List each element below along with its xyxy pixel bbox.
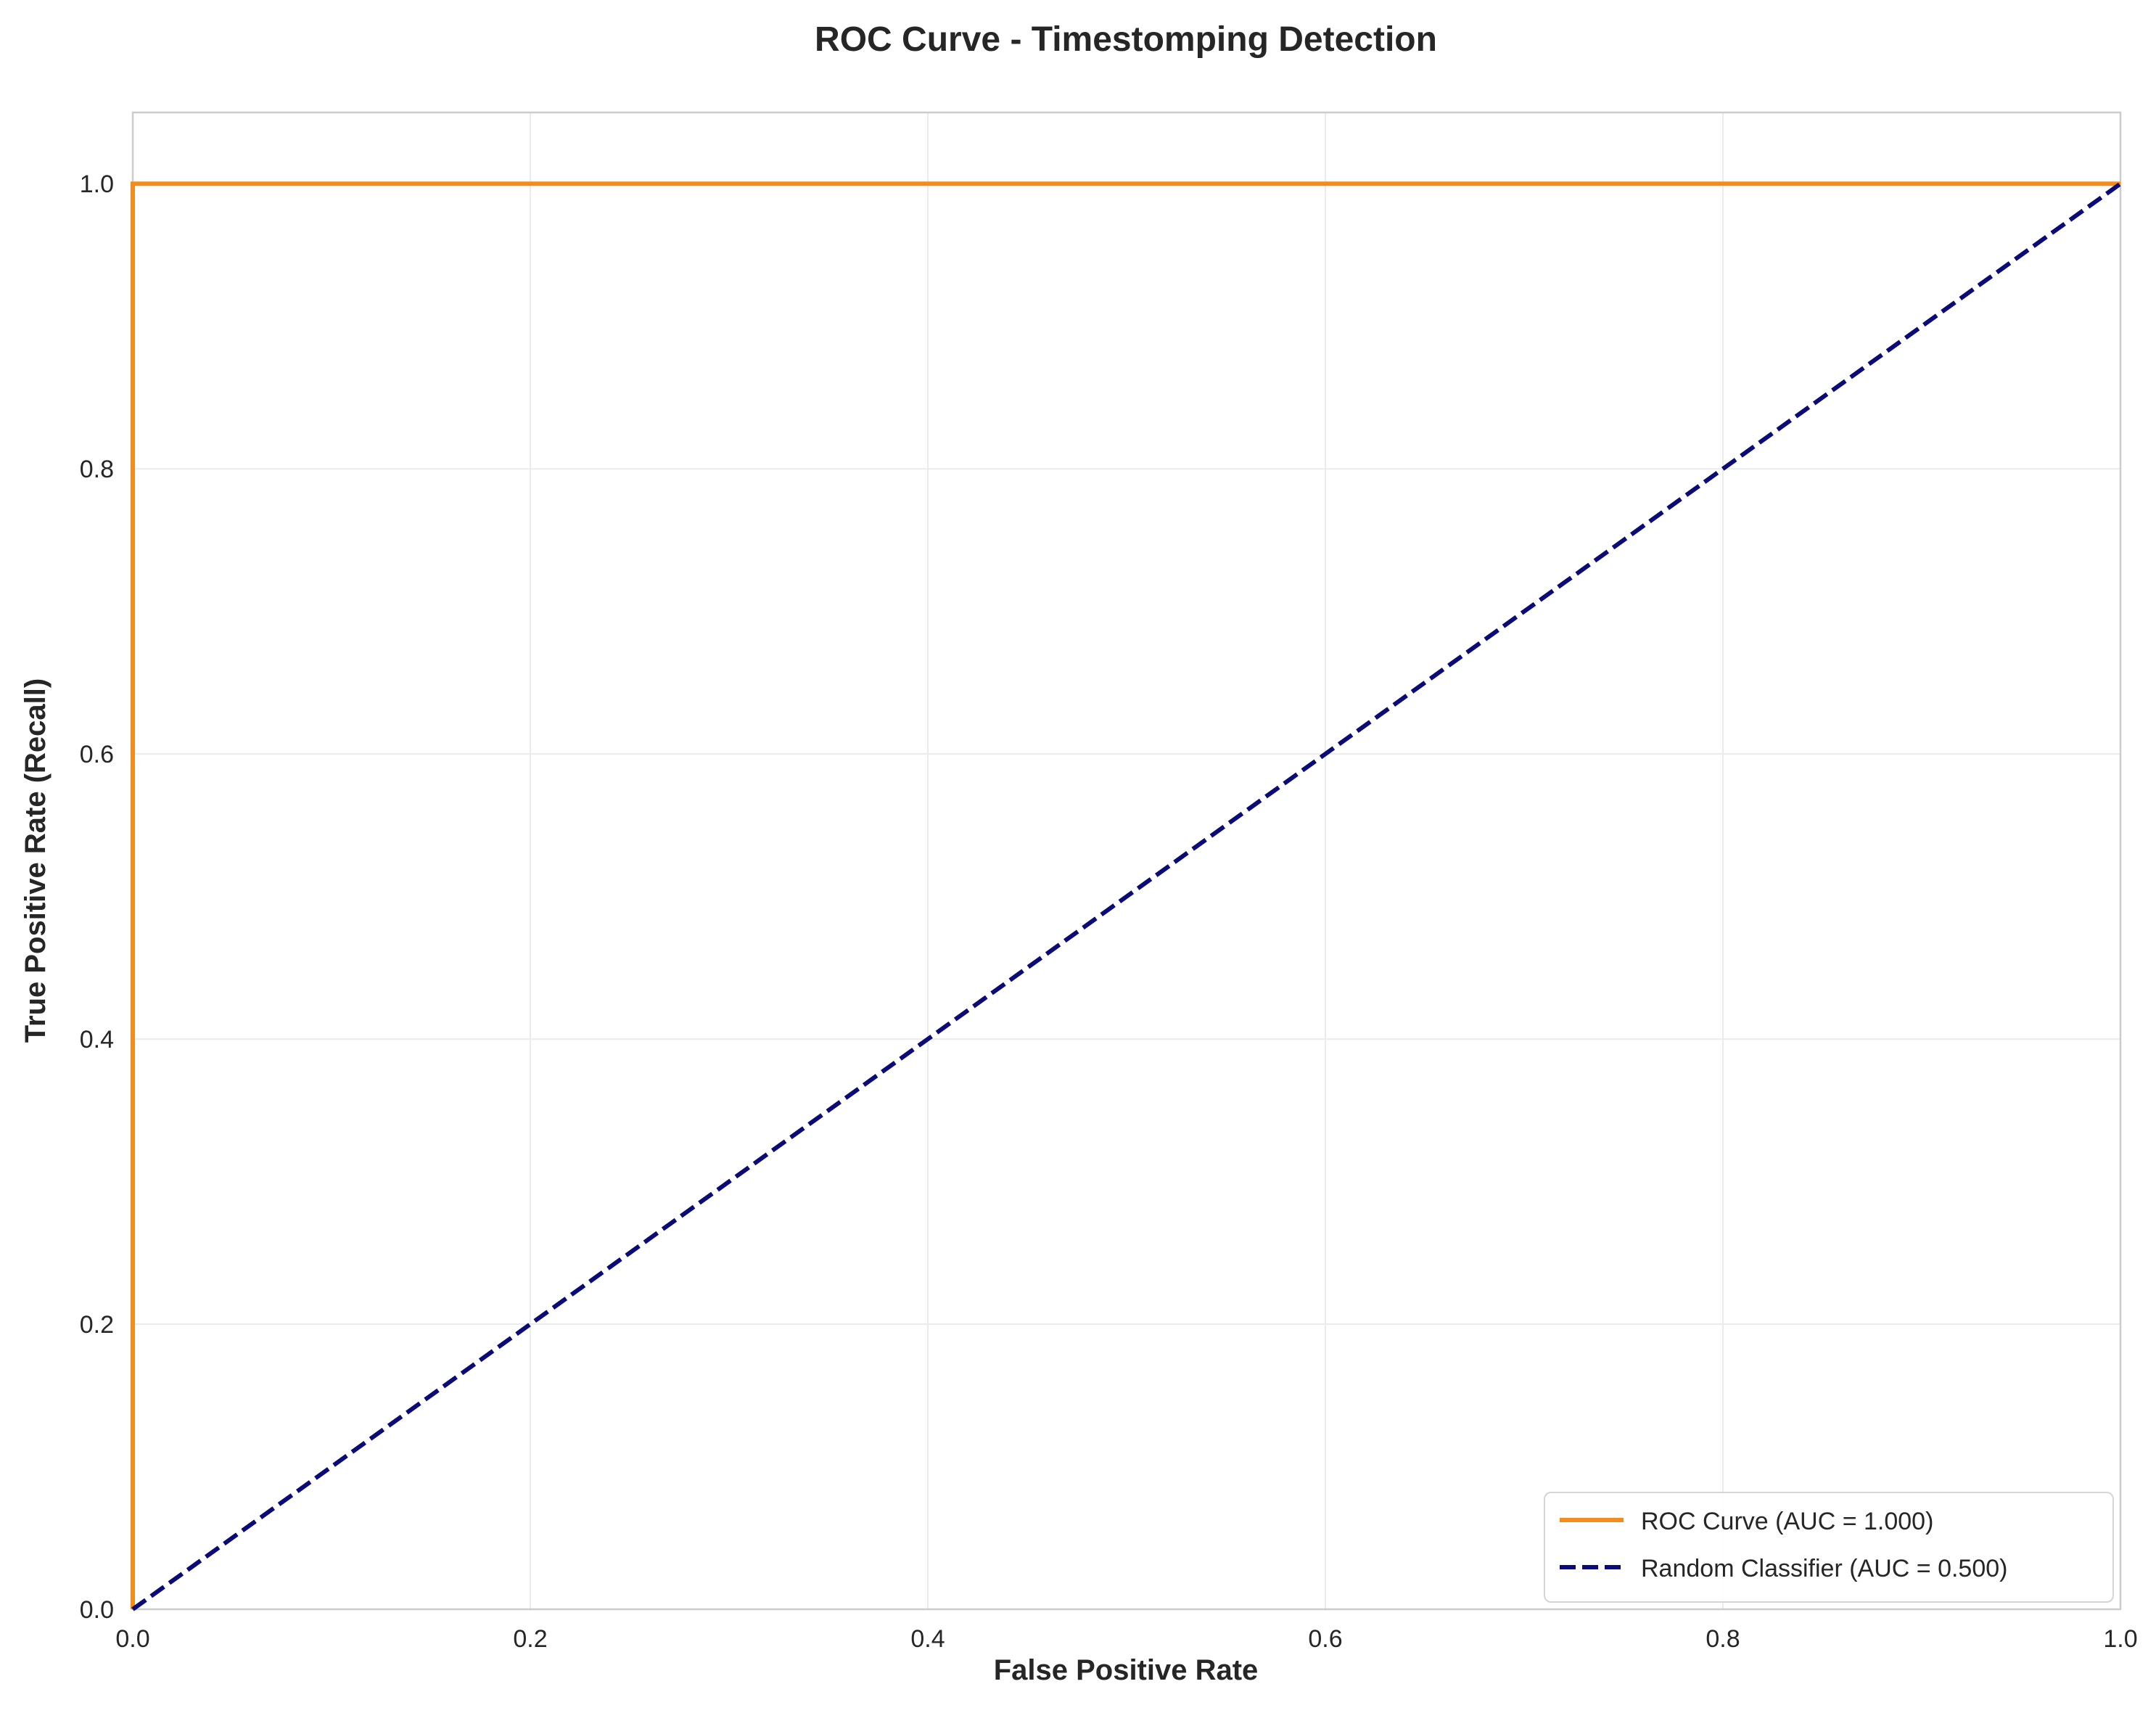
x-tick-label: 0.0	[115, 1625, 149, 1653]
y-tick-label: 1.0	[80, 171, 114, 198]
x-tick-label: 0.8	[1706, 1625, 1740, 1653]
x-tick-label: 0.4	[910, 1625, 945, 1653]
y-tick-label: 0.2	[80, 1311, 114, 1339]
series-layer	[131, 181, 2122, 1611]
x-tick-label: 1.0	[2103, 1625, 2137, 1653]
roc-curve-line	[131, 181, 2120, 1609]
x-axis-label: False Positive Rate	[994, 1654, 1259, 1686]
y-tick-label: 0.4	[80, 1026, 114, 1053]
y-tick-label: 0.6	[80, 741, 114, 768]
random-classifier-line	[131, 181, 2122, 1611]
chart-title: ROC Curve - Timestomping Detection	[815, 20, 1437, 59]
legend-label-roc: ROC Curve (AUC = 1.000)	[1641, 1508, 1933, 1535]
tick-labels: 0.0 0.2 0.4 0.6 0.8 1.0 0.0 0.2 0.4 0.6 0.8 1.0	[80, 171, 2138, 1653]
y-tick-label: 0.0	[80, 1596, 114, 1624]
y-tick-label: 0.8	[80, 456, 114, 483]
x-tick-label: 0.6	[1308, 1625, 1342, 1653]
y-axis-label: True Positive Rate (Recall)	[20, 678, 52, 1043]
legend-label-random: Random Classifier (AUC = 0.500)	[1641, 1555, 2007, 1582]
legend: ROC Curve (AUC = 1.000) Random Classifie…	[1544, 1492, 2114, 1603]
x-tick-label: 0.2	[513, 1625, 547, 1653]
legend-box	[1544, 1492, 2114, 1603]
